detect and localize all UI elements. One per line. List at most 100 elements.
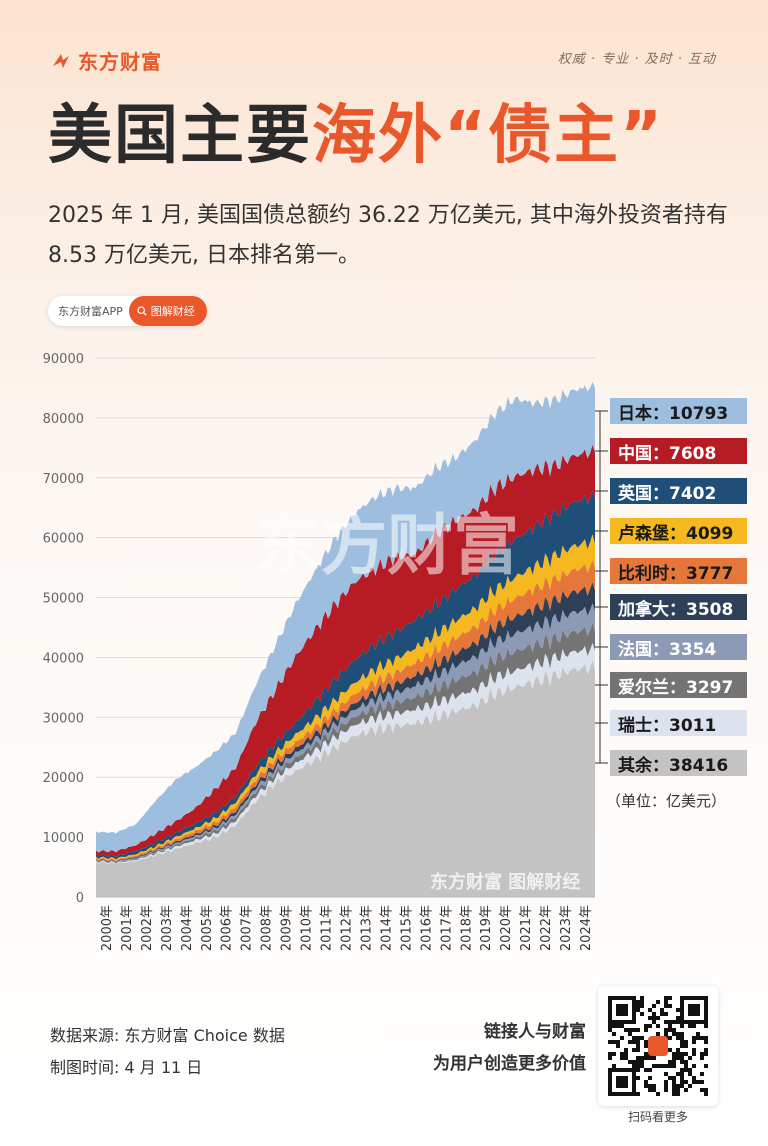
qr-module xyxy=(700,1072,704,1076)
app-pill[interactable]: 东方财富APP 图解财经 xyxy=(48,296,207,326)
legend-item: 日本：10793 xyxy=(610,398,747,424)
area-series-2 xyxy=(96,622,595,864)
qr-module xyxy=(636,1092,640,1096)
qr-module xyxy=(672,1060,676,1064)
legend-item: 法国：3354 xyxy=(610,634,747,660)
qr-module xyxy=(640,1004,644,1008)
watermark-small: 东方财富 图解财经 xyxy=(430,871,580,893)
qr-module xyxy=(688,1068,692,1072)
x-tick-label: 2014年 xyxy=(379,905,394,951)
qr-module xyxy=(652,1020,656,1024)
qr-module xyxy=(684,1088,688,1092)
qr-module xyxy=(692,1048,696,1052)
qr-module xyxy=(640,1036,644,1040)
qr-module xyxy=(680,1024,684,1028)
slogan: 权威 · 专业 · 及时 · 互动 xyxy=(557,52,716,67)
qr-module xyxy=(692,1040,696,1044)
qr-module xyxy=(636,1044,640,1048)
x-tick-label: 2023年 xyxy=(559,905,574,951)
qr-module xyxy=(668,1060,672,1064)
qr-module xyxy=(676,1048,680,1052)
legend-item: 其余：38416 xyxy=(610,750,747,776)
x-tick-label: 2007年 xyxy=(240,905,255,951)
qr-module xyxy=(664,1000,668,1004)
qr-module xyxy=(620,1052,624,1056)
qr-module xyxy=(624,1056,628,1060)
qr-module xyxy=(696,1080,700,1084)
qr-module xyxy=(656,1032,660,1036)
qr-module xyxy=(704,1052,708,1056)
title-part1: 美国主要 xyxy=(48,99,312,173)
qr-module xyxy=(672,1092,676,1096)
qr-module xyxy=(636,1000,640,1004)
qr-module xyxy=(624,1052,628,1056)
qr-module xyxy=(640,1060,644,1064)
qr-module xyxy=(672,1020,676,1024)
qr-module xyxy=(648,1068,652,1072)
qr-module xyxy=(632,1040,636,1044)
qr-module xyxy=(616,1024,620,1028)
qr-module xyxy=(660,1008,664,1012)
qr-module xyxy=(632,1048,636,1052)
qr-module xyxy=(688,1056,692,1060)
qr-module xyxy=(632,1028,636,1032)
qr-module xyxy=(644,1044,648,1048)
qr-module xyxy=(684,1040,688,1044)
qr-module xyxy=(668,1004,672,1008)
qr-module xyxy=(692,1024,696,1028)
qr-module xyxy=(664,1088,668,1092)
qr-module xyxy=(624,1048,628,1052)
qr-module xyxy=(672,1032,676,1036)
qr-module xyxy=(692,1036,696,1040)
y-tick-label: 50000 xyxy=(43,592,84,607)
search-icon xyxy=(137,306,147,316)
qr-module xyxy=(700,1080,704,1084)
qr-module xyxy=(680,1044,684,1048)
title-part2: 海外“债主” xyxy=(312,99,665,173)
qr-module xyxy=(612,1064,616,1068)
legend-item: 加拿大：3508 xyxy=(610,594,747,620)
x-tick-label: 2006年 xyxy=(220,905,235,951)
area-series-1 xyxy=(96,642,595,865)
qr-module xyxy=(656,1016,660,1020)
x-tick-label: 2015年 xyxy=(399,905,414,951)
qr-module xyxy=(656,1064,660,1068)
qr-module xyxy=(664,1020,668,1024)
qr-module xyxy=(668,1024,672,1028)
qr-module xyxy=(688,1072,692,1076)
qr-module xyxy=(672,1056,676,1060)
qr-finder-core xyxy=(688,1004,700,1016)
qr-code-icon[interactable] xyxy=(598,986,718,1106)
qr-module xyxy=(668,1064,672,1068)
qr-module xyxy=(652,1012,656,1016)
qr-module xyxy=(612,1040,616,1044)
qr-module xyxy=(660,1012,664,1016)
qr-module xyxy=(688,1024,692,1028)
legend-item: 爱尔兰：3297 xyxy=(610,672,747,698)
qr-module xyxy=(628,1040,632,1044)
brand-logo: 东方财富 xyxy=(50,46,162,75)
search-button[interactable]: 图解财经 xyxy=(128,296,207,326)
x-tick-label: 2010年 xyxy=(300,905,315,951)
qr-module xyxy=(680,1068,684,1072)
qr-module xyxy=(616,1040,620,1044)
legend-item: 卢森堡：4099 xyxy=(610,518,747,544)
qr-module xyxy=(664,996,668,1000)
qr-module xyxy=(668,1020,672,1024)
qr-module xyxy=(636,1028,640,1032)
qr-module xyxy=(700,1052,704,1056)
qr-module xyxy=(656,1024,660,1028)
qr-module xyxy=(640,1056,644,1060)
qr-module xyxy=(692,1064,696,1068)
area-series-6 xyxy=(96,534,595,861)
qr-module xyxy=(680,1056,684,1060)
x-tick-label: 2011年 xyxy=(320,905,335,951)
qr-module xyxy=(636,1036,640,1040)
qr-module xyxy=(664,1012,668,1016)
y-tick-label: 10000 xyxy=(43,831,84,846)
x-tick-label: 2024年 xyxy=(579,905,594,951)
x-tick-label: 2004年 xyxy=(180,905,195,951)
x-tick-label: 2008年 xyxy=(260,905,275,951)
x-tick-label: 2001年 xyxy=(120,905,135,951)
qr-module xyxy=(672,1084,676,1088)
